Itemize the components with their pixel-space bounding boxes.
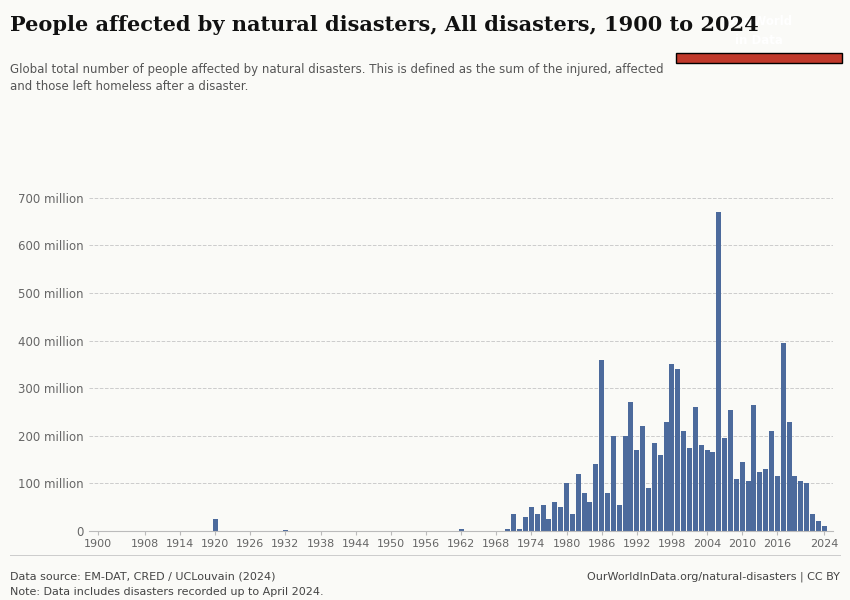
Bar <box>757 472 762 531</box>
Bar <box>646 488 651 531</box>
Text: People affected by natural disasters, All disasters, 1900 to 2024: People affected by natural disasters, Al… <box>10 15 759 35</box>
Bar <box>781 343 785 531</box>
Bar <box>512 514 516 531</box>
Bar <box>699 445 704 531</box>
Bar <box>670 364 674 531</box>
Bar <box>541 505 546 531</box>
Bar <box>283 530 288 531</box>
FancyBboxPatch shape <box>676 53 842 63</box>
Bar <box>523 517 528 531</box>
Bar <box>664 422 669 531</box>
Bar <box>675 369 680 531</box>
Bar <box>605 493 610 531</box>
Bar <box>658 455 663 531</box>
Bar <box>564 484 569 531</box>
Bar <box>751 405 756 531</box>
Text: Note: Data includes disasters recorded up to April 2024.: Note: Data includes disasters recorded u… <box>10 587 324 597</box>
Bar <box>617 505 621 531</box>
Bar <box>459 529 463 531</box>
Text: in Data: in Data <box>734 34 783 47</box>
Bar <box>535 514 540 531</box>
Bar <box>711 452 716 531</box>
Bar <box>816 521 821 531</box>
Bar <box>775 476 779 531</box>
Bar <box>745 481 751 531</box>
Bar <box>740 462 745 531</box>
Bar <box>722 438 727 531</box>
Bar <box>581 493 586 531</box>
Bar <box>593 464 598 531</box>
Text: Global total number of people affected by natural disasters. This is defined as : Global total number of people affected b… <box>10 63 664 93</box>
Bar <box>822 526 827 531</box>
Bar <box>622 436 627 531</box>
Bar <box>652 443 657 531</box>
Bar <box>681 431 686 531</box>
Bar <box>728 410 733 531</box>
Bar <box>599 359 604 531</box>
Bar <box>552 502 558 531</box>
Bar <box>798 481 803 531</box>
Bar <box>792 476 797 531</box>
Bar <box>693 407 698 531</box>
Bar <box>810 514 815 531</box>
Bar <box>763 469 768 531</box>
Bar <box>529 507 534 531</box>
Bar <box>506 529 511 531</box>
Bar <box>804 484 809 531</box>
Bar <box>575 474 581 531</box>
Bar <box>611 436 616 531</box>
Bar <box>717 212 722 531</box>
Bar <box>769 431 774 531</box>
Bar <box>587 502 592 531</box>
Bar <box>628 403 633 531</box>
Bar <box>517 529 522 531</box>
Bar <box>212 519 218 531</box>
Bar <box>705 450 710 531</box>
Text: OurWorldInData.org/natural-disasters | CC BY: OurWorldInData.org/natural-disasters | C… <box>586 571 840 582</box>
Bar <box>640 426 645 531</box>
Text: Data source: EM-DAT, CRED / UCLouvain (2024): Data source: EM-DAT, CRED / UCLouvain (2… <box>10 571 275 581</box>
Bar <box>786 422 791 531</box>
Bar <box>547 519 552 531</box>
Bar <box>734 479 739 531</box>
Bar <box>687 448 692 531</box>
Bar <box>634 450 639 531</box>
Bar <box>558 507 564 531</box>
Text: Our World: Our World <box>725 16 792 28</box>
Bar <box>570 514 575 531</box>
